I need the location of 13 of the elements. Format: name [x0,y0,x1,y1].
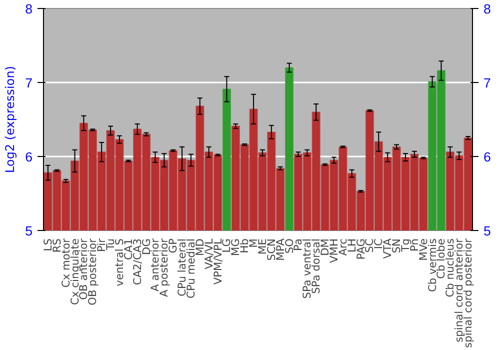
y-tick-label: 5 [25,224,33,238]
y-tick-label: 8 [25,2,33,16]
y2-tick-label: 6 [484,150,491,164]
x-tick-label: OB posterior [86,238,100,306]
x-tick-label: A posterior [158,238,171,297]
y2-tick-label: 8 [484,2,491,16]
x-tick-label: spinal cord posterior [462,238,475,348]
y2-tick-label: 7 [484,76,491,90]
x-tick-label: MVe [416,238,430,261]
y2-tick-label: 5 [484,224,491,238]
y-tick-label: 7 [25,76,33,90]
y-axis-title: Log2 (expression) [3,66,18,173]
y-tick-label: 6 [25,150,33,164]
